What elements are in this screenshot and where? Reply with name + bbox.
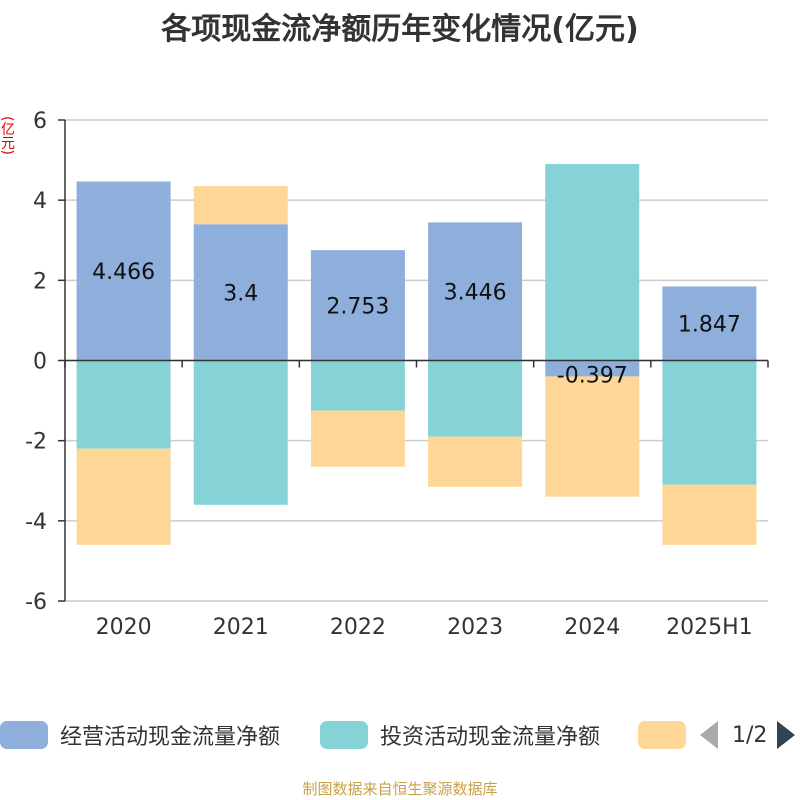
legend-prev-page-icon[interactable] <box>700 721 718 749</box>
data-label: -0.397 <box>557 364 628 389</box>
legend-label-investing: 投资活动现金流量净额 <box>380 725 601 750</box>
y-tick-label: 4 <box>33 189 47 214</box>
y-axis-unit: (亿元) <box>0 116 15 155</box>
bar-1-2023 <box>428 222 523 361</box>
data-label: 3.4 <box>223 281 258 306</box>
bar-3-2024 <box>545 376 640 497</box>
chart-canvas: 6 4 2 0 -2 -4 -6 2020 2021 2022 2023 2024 2025H1 4.46… <box>25 109 769 640</box>
data-label: 4.466 <box>92 260 155 285</box>
legend-page-indicator: 1/2 <box>732 722 768 748</box>
legend-swatch-financing <box>638 721 686 749</box>
bar-1-2021 <box>193 224 288 361</box>
bar-2-2021 <box>193 360 288 505</box>
x-tick-label: 2021 <box>213 615 269 640</box>
y-tick-label: 6 <box>33 109 47 134</box>
bar-2-2022 <box>310 360 405 411</box>
bar-3-2022 <box>310 410 405 467</box>
x-tick-label: 2025H1 <box>666 615 753 640</box>
legend-item-financing[interactable] <box>638 713 698 757</box>
data-source-footer: 制图数据来自恒生聚源数据库 <box>302 780 498 798</box>
legend-next-page-icon[interactable] <box>777 721 796 749</box>
legend-swatch-operating <box>0 721 48 749</box>
y-tick-label: -4 <box>25 510 47 535</box>
bar-1-2025H1 <box>662 286 757 361</box>
legend-item-operating[interactable]: 经营活动现金流量净额 <box>0 713 280 757</box>
x-tick-label: 2020 <box>96 615 152 640</box>
legend: 经营活动现金流量净额 投资活动现金流量净额 1/2 <box>0 713 800 757</box>
bar-2-2024 <box>545 164 640 361</box>
legend-label-operating: 经营活动现金流量净额 <box>60 725 281 750</box>
y-tick-label: -2 <box>25 430 47 455</box>
bar-1-2020 <box>76 181 171 361</box>
bar-3-2025H1 <box>662 484 757 545</box>
x-tick-label: 2022 <box>330 615 386 640</box>
data-label: 3.446 <box>444 280 507 305</box>
x-tick-label: 2023 <box>447 615 503 640</box>
chart-title: 各项现金流净额历年变化情况(亿元) <box>161 12 639 47</box>
data-label: 1.847 <box>678 312 741 337</box>
legend-pager: 1/2 <box>700 713 796 757</box>
y-tick-label: -6 <box>25 590 47 615</box>
y-tick-label: 2 <box>33 269 47 294</box>
y-tick-label: 0 <box>33 350 47 375</box>
bar-2-2023 <box>428 360 523 437</box>
legend-swatch-investing <box>320 721 368 749</box>
bar-3-2023 <box>428 436 523 487</box>
bar-1-2022 <box>310 250 405 361</box>
bar-2-2020 <box>76 360 171 449</box>
legend-item-investing[interactable]: 投资活动现金流量净额 <box>320 713 600 757</box>
bar-3-2020 <box>76 448 171 545</box>
bar-3-2021 <box>193 186 288 225</box>
bar-2-2025H1 <box>662 360 757 485</box>
data-label: 2.753 <box>326 294 389 319</box>
x-tick-label: 2024 <box>564 615 620 640</box>
bar-1-2024 <box>545 360 640 377</box>
